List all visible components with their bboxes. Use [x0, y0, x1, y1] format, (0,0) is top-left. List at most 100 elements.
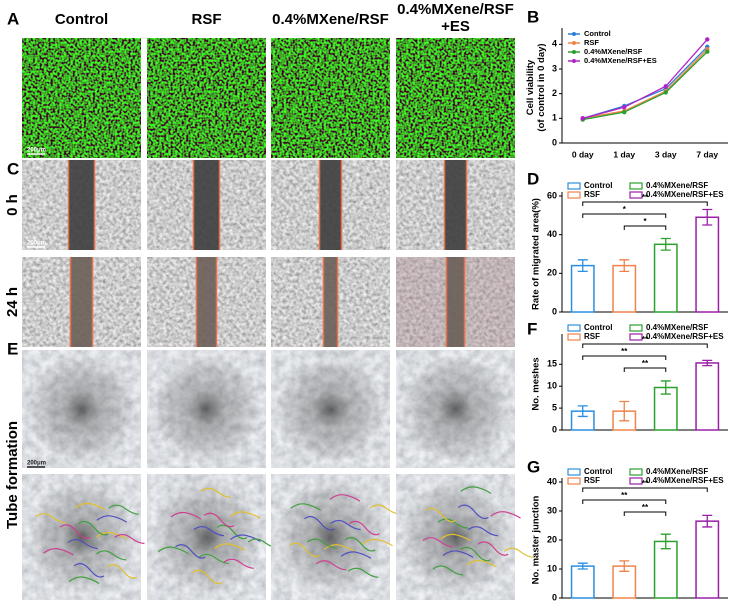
scratch-gap	[446, 257, 465, 347]
tube-trace	[340, 551, 372, 559]
tube-trace	[466, 559, 497, 568]
tube-trace	[432, 565, 464, 576]
tube-trace	[349, 520, 380, 536]
y-tick-label: 60	[547, 190, 557, 200]
legend-swatch	[567, 191, 581, 199]
significance-label: **	[642, 503, 649, 512]
micrographs	[22, 38, 534, 600]
cell-image	[22, 38, 141, 158]
bar	[612, 264, 637, 313]
error-bar	[577, 259, 588, 273]
tube-trace	[67, 538, 98, 550]
tube-trace	[347, 567, 379, 578]
bar	[570, 565, 595, 599]
panel-label: B	[527, 7, 539, 26]
legend-swatch	[629, 182, 643, 190]
tube-trace	[198, 553, 229, 565]
y-tick-label: 10	[547, 563, 557, 573]
tube-trace	[108, 504, 139, 515]
tube-trace	[229, 511, 261, 519]
error-bar	[577, 562, 588, 570]
panel-label: A	[7, 9, 19, 28]
bar	[695, 362, 720, 431]
y-tick-label: 30	[547, 505, 557, 515]
y-tick-label: 20	[547, 534, 557, 544]
scratch-gap	[70, 257, 93, 347]
legend-swatch	[629, 324, 643, 332]
scale-bar-label: 200μm	[27, 241, 46, 247]
x-tick-label: 7 day	[696, 149, 718, 159]
tube-trace	[170, 511, 202, 520]
tube-trace	[96, 515, 128, 523]
significance-bracket	[582, 343, 708, 348]
bar	[653, 243, 678, 313]
legend-label: 0.4%MXene/RSF+ES	[584, 56, 657, 65]
significance-bracket	[623, 367, 667, 372]
legend-label: RSF	[584, 332, 600, 341]
tube-trace	[315, 560, 347, 571]
significance-bracket	[582, 355, 667, 360]
cell-image	[271, 38, 390, 158]
tube-trace	[223, 558, 254, 569]
legend-marker	[572, 50, 576, 54]
y-tick-label: 20	[547, 268, 557, 278]
significance-label: **	[642, 479, 649, 488]
significance-bracket	[623, 511, 667, 516]
significance-label: **	[642, 335, 649, 344]
column-header: 0.4%MXene/RSF	[272, 11, 389, 28]
y-axis-label: (of control in 0 day)	[536, 43, 547, 131]
error-bar	[619, 560, 630, 572]
point	[663, 84, 668, 89]
y-axis-label: No. master junction	[531, 495, 542, 584]
point	[705, 49, 710, 54]
tube-trace	[425, 507, 456, 523]
y-tick-label: 3	[552, 63, 557, 73]
legend-label: RSF	[584, 38, 599, 47]
tube-trace	[200, 487, 231, 498]
tube-trace	[193, 526, 224, 537]
error-bar	[619, 400, 630, 422]
x-tick-label: 3 day	[655, 149, 677, 159]
significance-label: **	[621, 347, 628, 356]
tube-trace	[175, 544, 206, 559]
bar	[695, 520, 720, 599]
legend-swatch	[629, 468, 643, 476]
tube-trace	[437, 518, 469, 529]
tube-trace	[157, 546, 189, 555]
y-tick-label: 0	[552, 137, 557, 147]
tube-center	[276, 479, 385, 595]
tube-trace	[114, 533, 145, 545]
x-tick-label: 0 day	[572, 149, 594, 159]
tube-trace	[191, 569, 223, 585]
series-line	[582, 48, 708, 119]
significance-label: **	[621, 491, 628, 500]
bar	[653, 540, 678, 599]
y-tick-label: 0	[552, 424, 557, 434]
y-axis-label: Rate of migrated area(%)	[531, 198, 542, 310]
tube-trace	[43, 548, 74, 556]
tube-center	[152, 479, 261, 595]
legend-label: 0.4%MXene/RSF	[646, 467, 708, 476]
tube-trace	[458, 504, 489, 520]
y-tick-label: 0	[552, 592, 557, 602]
error-bar	[660, 380, 671, 395]
panel-label: E	[7, 339, 18, 358]
tube-trace	[77, 520, 109, 536]
error-bar	[702, 208, 713, 226]
tube-trace	[477, 541, 509, 556]
significance-bracket	[582, 201, 708, 206]
legend-swatch	[629, 477, 643, 485]
tube-trace	[467, 526, 499, 537]
legend-label: 0.4%MXene/RSF+ES	[646, 332, 724, 341]
tube-center	[276, 355, 385, 463]
y-tick-label: 4	[552, 39, 557, 49]
legend-swatch	[567, 182, 581, 190]
y-tick-label: 0	[552, 306, 557, 316]
tube-trace	[440, 533, 471, 542]
legend-swatch	[567, 333, 581, 341]
legend-label: Control	[584, 323, 612, 332]
y-tick-label: 5	[552, 402, 557, 412]
legend-label: 0.4%MXene/RSF	[584, 47, 643, 56]
legend-label: 0.4%MXene/RSF	[646, 181, 708, 190]
significance-bracket	[623, 225, 667, 230]
